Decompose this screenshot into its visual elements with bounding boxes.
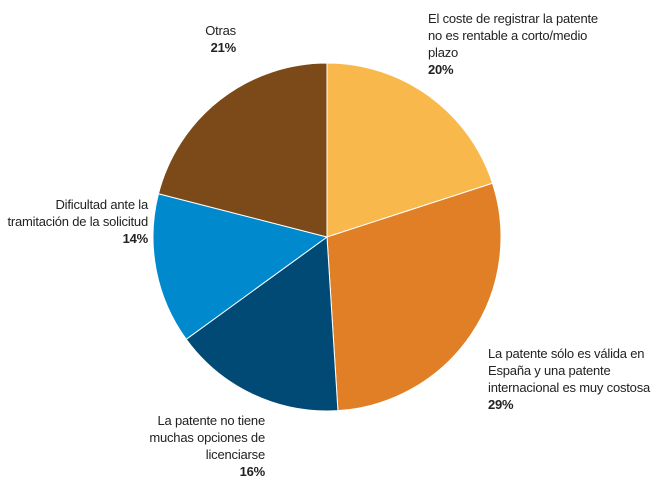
value-label: 20% — [428, 62, 454, 77]
value-label: 14% — [122, 231, 149, 246]
slice-label: La patente sólo es válida en España y un… — [488, 345, 666, 413]
value-label: 16% — [239, 464, 266, 479]
value-label: 29% — [488, 397, 514, 412]
slice-label: La patente no tiene muchas opciones de l… — [110, 412, 265, 480]
category-label: Dificultad ante la tramitación de la sol… — [7, 197, 148, 229]
pie-slice — [185, 236, 339, 412]
category-label: La patente sólo es válida en España y un… — [488, 346, 651, 395]
slice-label: Dificultad ante la tramitación de la sol… — [0, 196, 148, 247]
slice-label: Otras 21% — [150, 22, 236, 56]
slice-label: El coste de registrar la patente no es r… — [428, 10, 603, 78]
pie-slice — [157, 62, 328, 238]
pie-slice — [152, 193, 329, 340]
pie-slice — [326, 182, 502, 412]
pie-slice — [326, 62, 494, 238]
category-label: El coste de registrar la patente no es r… — [428, 11, 598, 60]
category-label: La patente no tiene muchas opciones de l… — [149, 413, 265, 462]
category-label: Otras — [205, 23, 236, 38]
value-label: 21% — [210, 40, 237, 55]
